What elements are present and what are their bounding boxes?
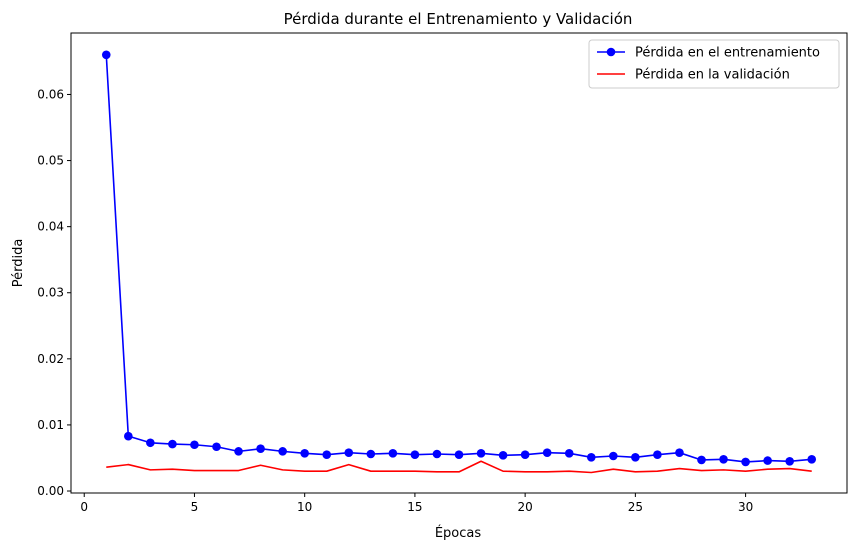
data-point bbox=[763, 456, 772, 465]
data-point bbox=[190, 440, 199, 450]
x-tick-label: 0 bbox=[80, 500, 88, 514]
data-point bbox=[388, 449, 398, 458]
y-tick-label: 0.05 bbox=[37, 154, 64, 168]
x-tick-label: 5 bbox=[191, 500, 199, 514]
x-axis-label: Épocas bbox=[435, 525, 482, 541]
x-axis: 0 5 10 15 20 25 30 bbox=[80, 493, 753, 514]
y-tick-label: 0.02 bbox=[37, 352, 64, 366]
y-tick-label: 0.03 bbox=[37, 286, 64, 300]
data-point bbox=[675, 448, 684, 457]
data-point bbox=[609, 451, 618, 461]
data-point bbox=[278, 447, 287, 456]
data-point bbox=[498, 451, 508, 460]
data-point bbox=[124, 431, 133, 441]
data-point bbox=[168, 439, 177, 449]
data-point bbox=[697, 455, 706, 465]
data-point bbox=[146, 438, 155, 448]
data-point bbox=[256, 444, 265, 454]
plot-area bbox=[101, 50, 817, 474]
data-point bbox=[454, 450, 464, 459]
data-point bbox=[807, 454, 817, 464]
data-point bbox=[564, 449, 574, 458]
data-point bbox=[586, 453, 596, 462]
legend-label: Pérdida en el entrenamiento bbox=[635, 46, 820, 61]
y-tick-label: 0.06 bbox=[37, 87, 64, 101]
data-point bbox=[234, 447, 243, 456]
series-line-0 bbox=[105, 54, 812, 463]
data-point bbox=[300, 449, 309, 458]
legend-box bbox=[588, 39, 840, 89]
data-point bbox=[476, 449, 486, 458]
y-tick-label: 0.01 bbox=[37, 418, 64, 432]
x-tick-label: 10 bbox=[297, 500, 312, 514]
data-point bbox=[520, 450, 530, 459]
x-tick-label: 25 bbox=[628, 500, 643, 514]
data-point bbox=[653, 450, 662, 459]
legend-marker bbox=[606, 47, 616, 57]
x-tick-label: 15 bbox=[407, 500, 422, 514]
y-axis: 0.00 0.01 0.02 0.03 0.04 0.05 0.06 bbox=[37, 87, 71, 498]
y-axis-label: Pérdida bbox=[11, 239, 26, 288]
chart-title: Pérdida durante el Entrenamiento y Valid… bbox=[284, 10, 633, 28]
axes-frame bbox=[70, 32, 848, 494]
data-point bbox=[212, 442, 221, 452]
y-tick-label: 0.04 bbox=[37, 220, 64, 234]
data-point bbox=[741, 457, 750, 467]
data-point bbox=[785, 456, 794, 466]
data-point bbox=[344, 448, 354, 457]
data-point bbox=[322, 450, 332, 459]
data-point bbox=[631, 453, 640, 462]
data-point bbox=[542, 448, 552, 457]
data-point bbox=[101, 50, 111, 60]
x-tick-label: 30 bbox=[738, 500, 753, 514]
data-point bbox=[432, 449, 442, 459]
data-point bbox=[366, 449, 376, 459]
series-line-1 bbox=[106, 460, 812, 474]
legend: Pérdida en el entrenamiento Pérdida en la… bbox=[588, 39, 840, 89]
legend-label: Pérdida en la validación bbox=[635, 68, 790, 83]
x-tick-label: 20 bbox=[517, 500, 532, 514]
y-tick-label: 0.00 bbox=[37, 484, 64, 498]
data-point bbox=[410, 450, 420, 459]
data-point bbox=[719, 454, 728, 464]
